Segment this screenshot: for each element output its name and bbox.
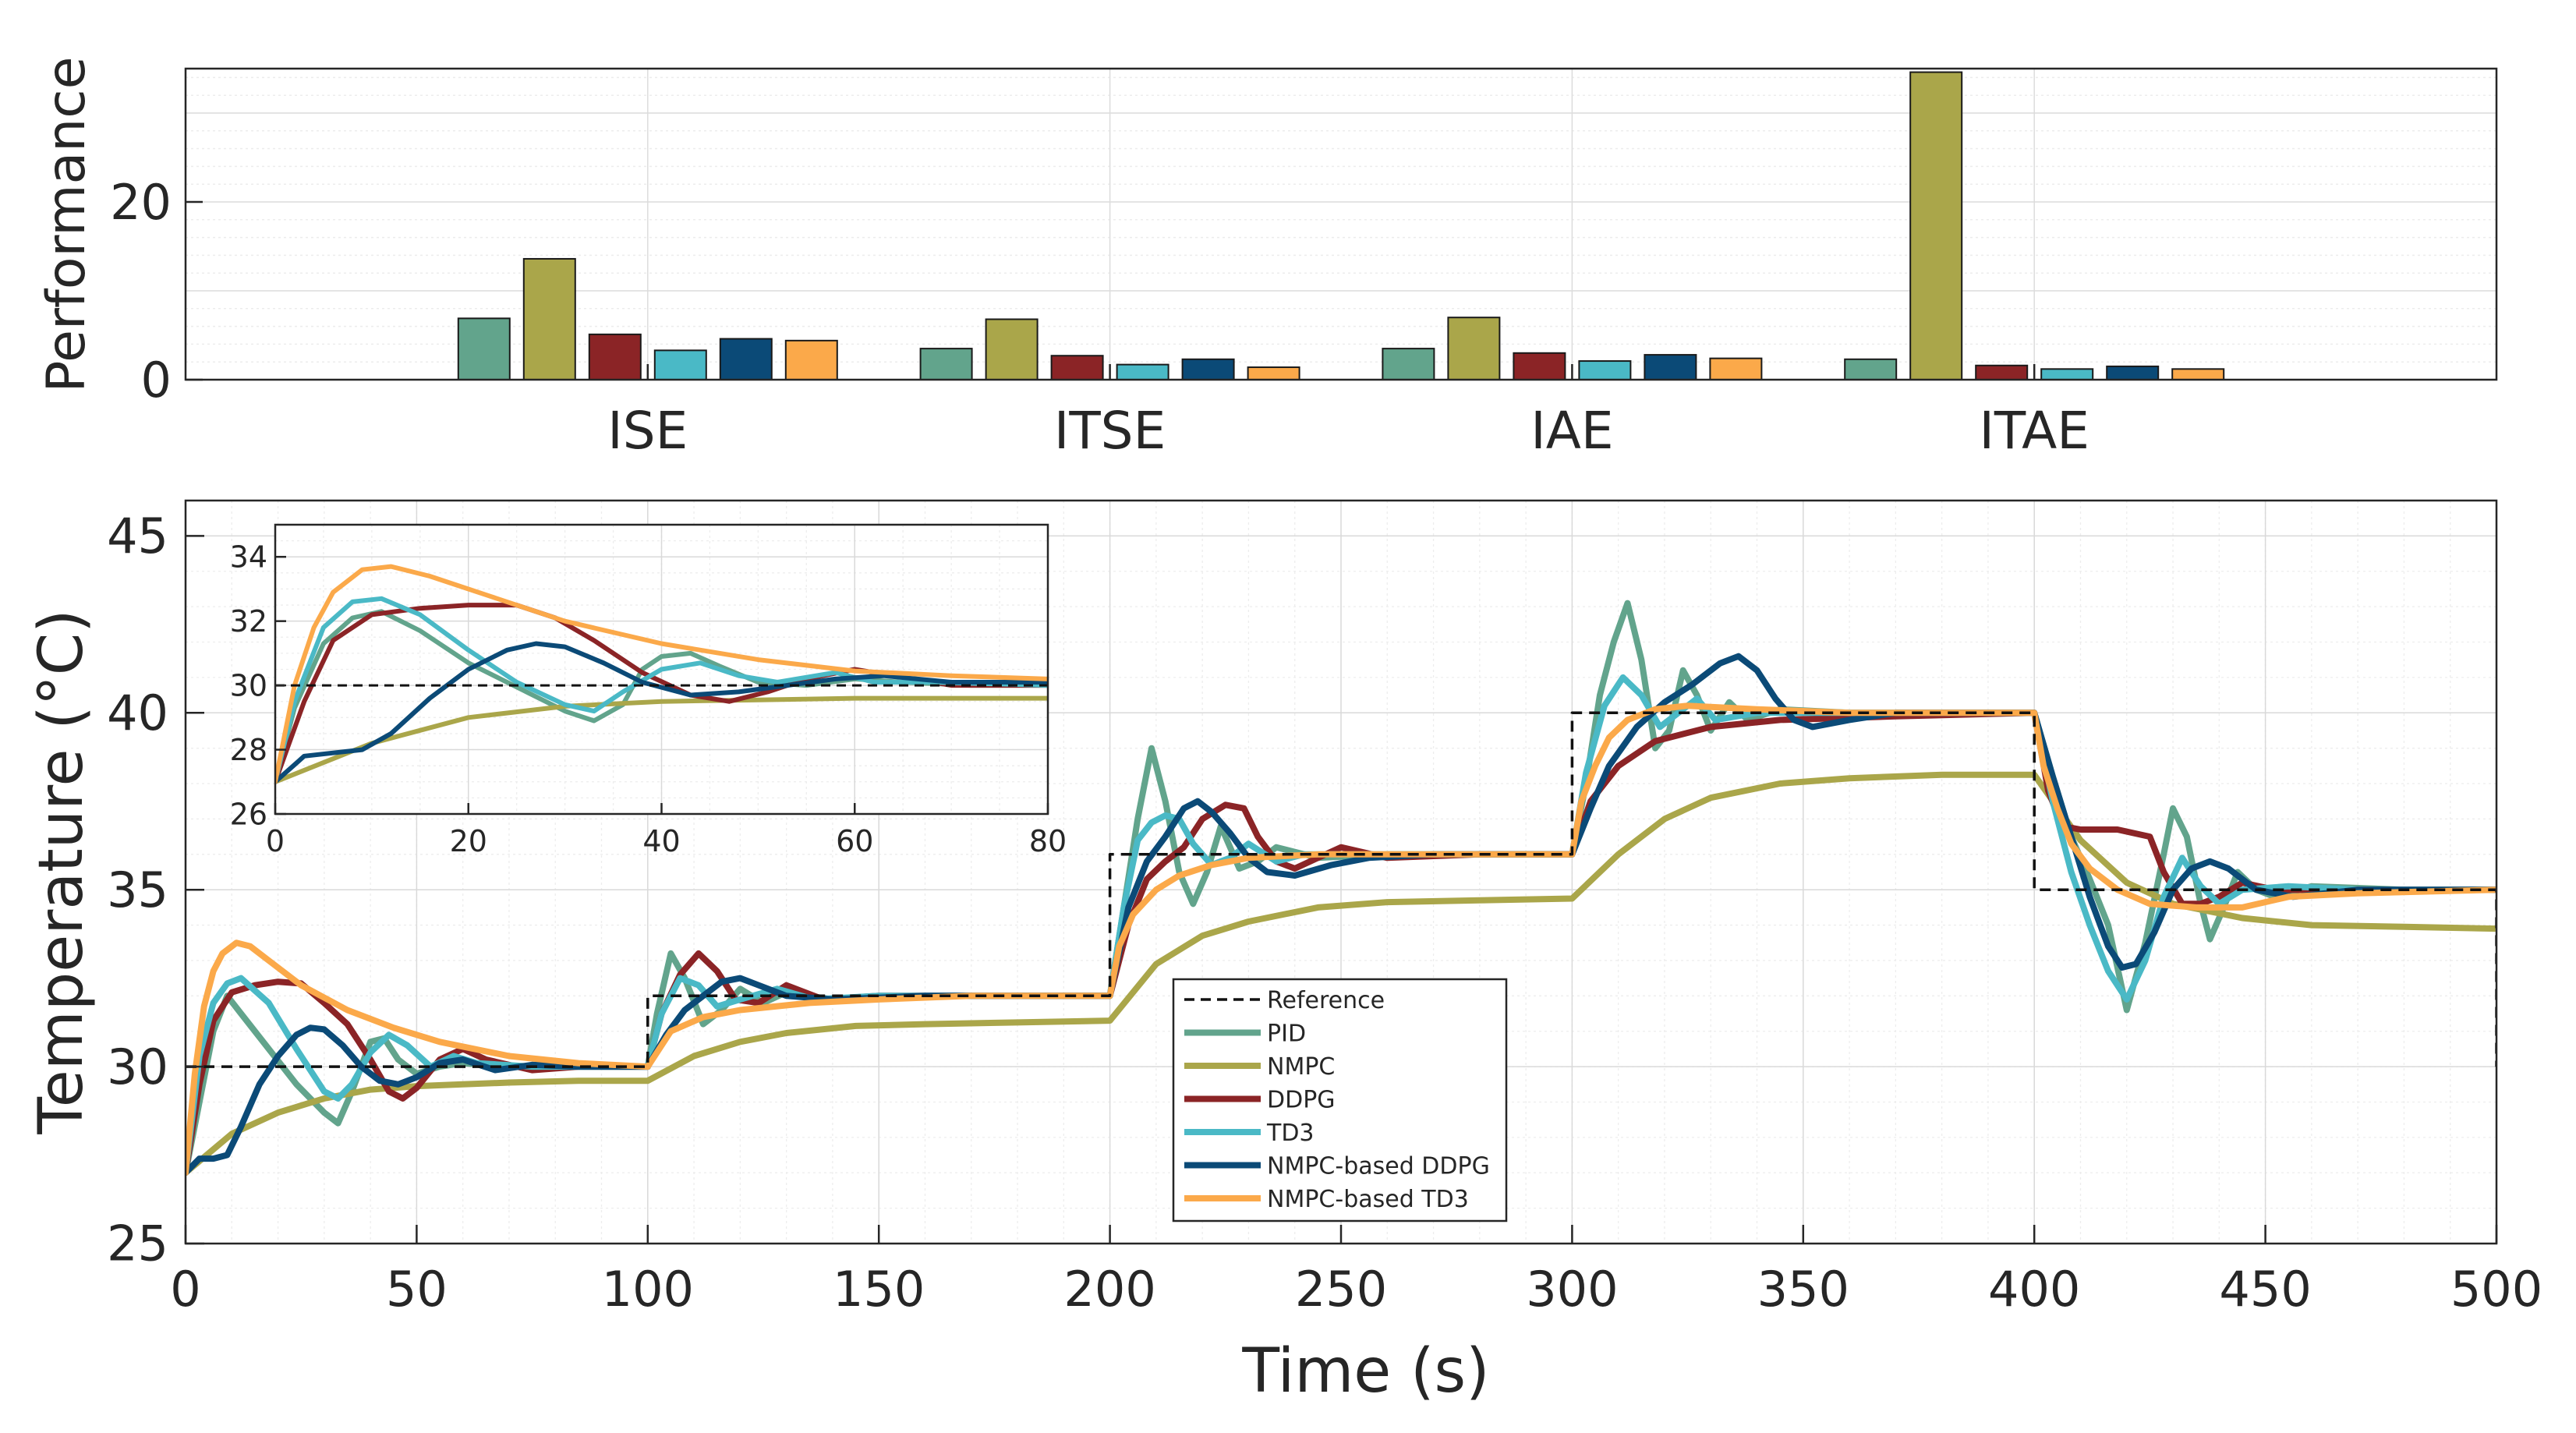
main-xtick-label: 450	[2219, 1261, 2311, 1318]
inset-xtick-label: 60	[836, 824, 873, 858]
inset-series	[275, 564, 1048, 784]
legend-label-td3: TD3	[1266, 1120, 1315, 1147]
bar-itae-td3	[2040, 368, 2094, 381]
bar-ise-nmpc	[522, 257, 576, 380]
legend-label-ddpg: DDPG	[1267, 1087, 1336, 1114]
bar-ytick-label: 0	[141, 352, 172, 409]
bar-chart: 0 20 ISE ITSE IAE ITAE Performance	[36, 57, 2498, 461]
main-xtick-label: 250	[1295, 1261, 1387, 1318]
bar-iae-nmpc	[1447, 317, 1501, 381]
main-ytick-label: 25	[107, 1215, 168, 1272]
inset-xtick-label: 40	[642, 824, 680, 858]
bar-itse-nmpc-based-ddpg	[1181, 358, 1235, 380]
bar-itae-pid	[1844, 358, 1898, 380]
legend-label-pid: PID	[1267, 1021, 1306, 1048]
bar-itse-ddpg	[1050, 355, 1104, 381]
main-xtick-label: 50	[386, 1261, 448, 1318]
main-xtick-label: 500	[2450, 1261, 2542, 1318]
bar-category-label-itae: ITAE	[1979, 401, 2089, 461]
bar-itse-nmpc	[985, 318, 1039, 381]
main-ytick-label: 30	[107, 1038, 168, 1095]
inset-xtick-label: 20	[450, 824, 487, 858]
main-xtick-label: 150	[833, 1261, 925, 1318]
main-series-td3	[186, 674, 2496, 1176]
inset-series-nmpc-based-td3	[275, 564, 1048, 784]
bar-iae-td3	[1578, 360, 1632, 380]
inset-series-nmpc	[275, 695, 1048, 784]
inset-ytick-label: 28	[230, 733, 267, 767]
bar-itae-ddpg	[1975, 364, 2029, 381]
main-ytick-label: 45	[107, 508, 168, 564]
legend-label-reference: Reference	[1267, 987, 1385, 1014]
bar-chart-frame	[184, 67, 2498, 381]
main-xtick-label: 0	[170, 1261, 200, 1318]
main-xtick-label: 300	[1526, 1261, 1618, 1318]
bar-iae-ddpg	[1513, 352, 1566, 380]
main-series-nmpc-based-ddpg	[186, 653, 2496, 1176]
legend-label-nmpc: NMPC	[1267, 1053, 1335, 1081]
bar-ise-td3	[653, 349, 707, 381]
bar-category-label-ise: ISE	[607, 401, 688, 461]
inset-tick-labels: 0 20 40 60 80 26 28 30 32 34	[230, 540, 1067, 858]
legend-label-nmpc-based-td3: NMPC-based TD3	[1267, 1186, 1469, 1213]
line-ylabel: Temperature (°C)	[27, 609, 97, 1134]
main-xtick-label: 400	[1988, 1261, 2080, 1318]
bar-category-label-itse: ITSE	[1054, 401, 1166, 461]
main-ytick-label: 40	[107, 685, 168, 741]
bar-ise-nmpc-based-td3	[784, 339, 838, 380]
inset-series-nmpc-based-ddpg	[275, 641, 1048, 784]
bar-itae-nmpc	[1909, 71, 1963, 380]
bar-ylabel: Performance	[36, 57, 97, 393]
inset-ytick-label: 32	[230, 604, 267, 639]
bar-iae-nmpc-based-ddpg	[1644, 354, 1697, 380]
bar-category-label-iae: IAE	[1530, 401, 1613, 461]
main-ytick-label: 35	[107, 862, 168, 918]
bar-ytick-label: 20	[110, 174, 172, 231]
inset-chart: 0 20 40 60 80 26 28 30 32 34	[230, 523, 1067, 858]
bar-tick-labels: 0 20 ISE ITSE IAE ITAE	[110, 174, 2089, 461]
bar-itae-nmpc-based-td3	[2171, 368, 2225, 381]
bar-ise-nmpc-based-ddpg	[719, 338, 773, 380]
line-xlabel: Time (s)	[1241, 1336, 1489, 1406]
main-series-reference	[186, 711, 2496, 1068]
main-series-nmpc-based-td3	[186, 702, 2496, 1176]
main-xtick-label: 100	[602, 1261, 694, 1318]
inset-xtick-label: 80	[1029, 824, 1067, 858]
bar-iae-pid	[1382, 348, 1435, 381]
bar-itse-nmpc-based-td3	[1247, 366, 1300, 381]
bar-itse-td3	[1116, 363, 1169, 380]
bar-iae-nmpc-based-td3	[1709, 357, 1763, 381]
inset-ytick-label: 26	[230, 797, 267, 831]
bar-ise-pid	[457, 317, 511, 380]
inset-ytick-label: 30	[230, 668, 267, 702]
bar-itse-pid	[919, 348, 973, 381]
line-series	[186, 600, 2496, 1176]
inset-xtick-label: 0	[266, 824, 285, 858]
inset-ytick-label: 34	[230, 540, 267, 575]
legend: Reference PID NMPC DDPG TD3 NMPC-based DDPG NM…	[1172, 978, 1508, 1222]
main-xtick-label: 350	[1757, 1261, 1849, 1318]
bar-ise-ddpg	[588, 333, 642, 380]
main-xtick-label: 200	[1063, 1261, 1155, 1318]
bar-itae-nmpc-based-ddpg	[2106, 365, 2160, 380]
inset-series-td3	[275, 596, 1048, 784]
legend-label-nmpc-based-ddpg: NMPC-based DDPG	[1267, 1153, 1490, 1180]
